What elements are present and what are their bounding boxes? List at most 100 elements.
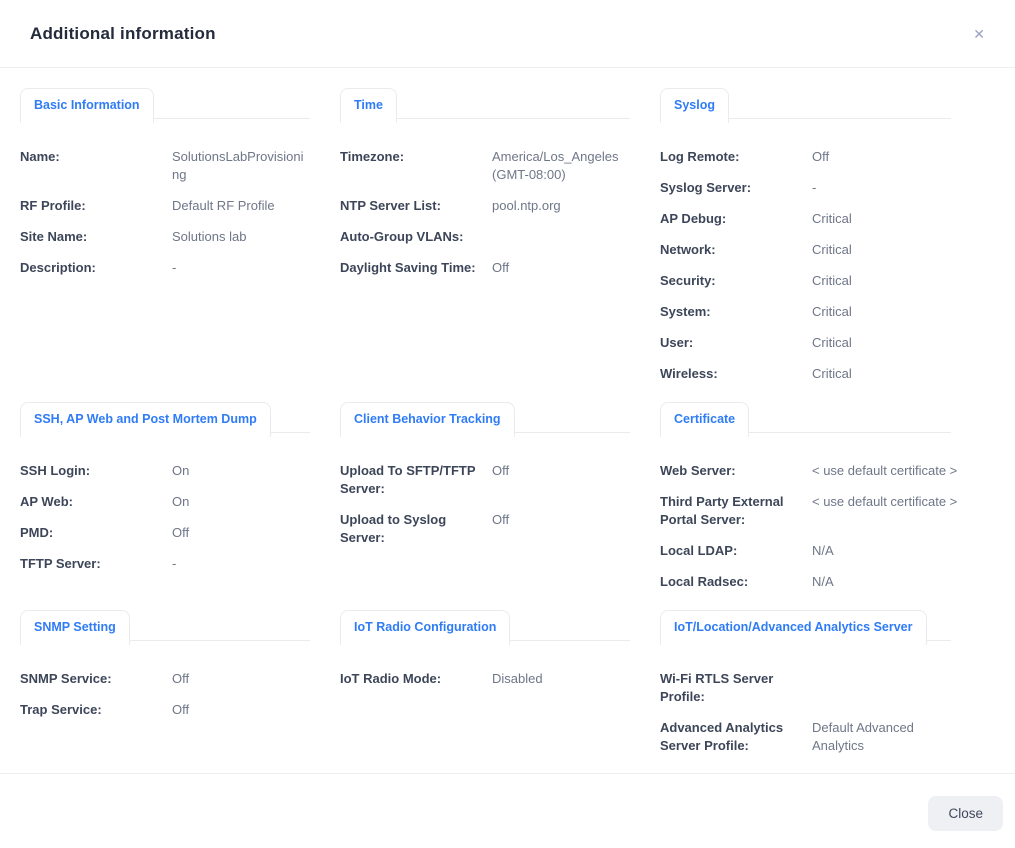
field-value: Critical bbox=[812, 211, 852, 226]
section-tab-row: SSH, AP Web and Post Mortem Dump bbox=[20, 402, 310, 437]
field-label: Third Party External Portal Server: bbox=[660, 494, 784, 527]
field-label: Trap Service: bbox=[20, 702, 102, 717]
field-value: Critical bbox=[812, 304, 852, 319]
field-value: - bbox=[172, 260, 177, 275]
field-label: Web Server: bbox=[660, 463, 736, 478]
field-value: - bbox=[172, 556, 177, 571]
section-tab: Syslog bbox=[660, 88, 729, 123]
section-tab-row: Certificate bbox=[660, 402, 951, 437]
section-basic-information: Basic Information Name: SolutionsLabProvis… bbox=[20, 88, 310, 396]
field-label: Security: bbox=[660, 273, 716, 288]
field-row: TFTP Server: - bbox=[20, 555, 310, 573]
section-tab: IoT/Location/Advanced Analytics Server bbox=[660, 610, 927, 645]
field-label: Syslog Server: bbox=[660, 180, 752, 195]
field-value: pool.ntp.org bbox=[492, 198, 561, 213]
field-row: System: Critical bbox=[660, 303, 951, 321]
section-ssh-ap-web-and-post-mortem-dump: SSH, AP Web and Post Mortem Dump SSH Logi… bbox=[20, 402, 310, 604]
field-label: Daylight Saving Time: bbox=[340, 260, 476, 275]
field-value: Critical bbox=[812, 366, 852, 381]
field-row: AP Web: On bbox=[20, 493, 310, 511]
field-row: SNMP Service: Off bbox=[20, 670, 310, 688]
section-rows: Log Remote: Off Syslog Server: - AP Debug: Cr… bbox=[660, 123, 951, 383]
field-label: AP Web: bbox=[20, 494, 73, 509]
field-row: Local Radsec: N/A bbox=[660, 573, 951, 591]
field-value: Off bbox=[492, 512, 510, 527]
field-label: Advanced Analytics Server Profile: bbox=[660, 720, 784, 753]
field-row: Site Name: Solutions lab bbox=[20, 228, 310, 246]
field-row: Auto-Group VLANs: bbox=[340, 228, 630, 246]
field-label: SNMP Service: bbox=[20, 671, 112, 686]
field-label: TFTP Server: bbox=[20, 556, 101, 571]
section-time: Time Timezone: America/Los_Angeles (GMT-08… bbox=[340, 88, 630, 396]
field-row: Third Party External Portal Server: < use… bbox=[660, 493, 958, 529]
field-label: Upload to Syslog Server: bbox=[340, 512, 447, 545]
modal-header: Additional information ✕ bbox=[0, 0, 1015, 68]
field-label: SSH Login: bbox=[20, 463, 91, 478]
field-value: Default Advanced Analytics bbox=[812, 720, 914, 753]
section-tab-row: Time bbox=[340, 88, 630, 123]
modal-footer: Close bbox=[0, 773, 1015, 848]
section-tab: SNMP Setting bbox=[20, 610, 130, 645]
section-tab: Client Behavior Tracking bbox=[340, 402, 515, 437]
field-label: User: bbox=[660, 335, 694, 350]
close-button[interactable]: Close bbox=[928, 796, 1003, 831]
field-value: Off bbox=[492, 260, 510, 275]
field-value bbox=[812, 670, 951, 706]
field-value: Off bbox=[172, 525, 190, 540]
field-row: Network: Critical bbox=[660, 241, 951, 259]
modal-body: Basic Information Name: SolutionsLabProvis… bbox=[0, 68, 1015, 773]
field-label: NTP Server List: bbox=[340, 198, 441, 213]
field-row: Log Remote: Off bbox=[660, 148, 951, 166]
field-row: User: Critical bbox=[660, 334, 951, 352]
modal-title: Additional information bbox=[30, 23, 216, 43]
field-label: Local LDAP: bbox=[660, 543, 738, 558]
field-label: Log Remote: bbox=[660, 149, 740, 164]
field-value: Critical bbox=[812, 273, 852, 288]
field-row: NTP Server List: pool.ntp.org bbox=[340, 197, 630, 215]
section-tab: Basic Information bbox=[20, 88, 154, 123]
field-value: Off bbox=[172, 702, 190, 717]
field-label: Upload To SFTP/TFTP Server: bbox=[340, 463, 476, 496]
field-label: Auto-Group VLANs: bbox=[340, 229, 464, 244]
field-value: Off bbox=[812, 149, 830, 164]
field-value: N/A bbox=[812, 543, 834, 558]
section-tab-row: IoT Radio Configuration bbox=[340, 610, 630, 645]
section-tab-row: SNMP Setting bbox=[20, 610, 310, 645]
section-rows: Timezone: America/Los_Angeles (GMT-08:00)… bbox=[340, 123, 630, 277]
field-row: PMD: Off bbox=[20, 524, 310, 542]
field-label: AP Debug: bbox=[660, 211, 727, 226]
field-value: < use default certificate > bbox=[812, 463, 958, 478]
close-icon[interactable]: ✕ bbox=[973, 25, 985, 42]
field-value: Critical bbox=[812, 242, 852, 257]
field-label: Site Name: bbox=[20, 229, 88, 244]
field-label: Network: bbox=[660, 242, 716, 257]
section-rows: SSH Login: On AP Web: On PMD: Off TFTP Server:… bbox=[20, 437, 310, 573]
field-value: Off bbox=[172, 671, 190, 686]
field-value: On bbox=[172, 494, 190, 509]
section-client-behavior-tracking: Client Behavior Tracking Upload To SFTP/T… bbox=[340, 402, 630, 604]
section-tab-row: Syslog bbox=[660, 88, 951, 123]
field-value: SolutionsLabProvisioning bbox=[172, 149, 304, 182]
section-rows: IoT Radio Mode: Disabled bbox=[340, 645, 630, 688]
field-value: America/Los_Angeles (GMT-08:00) bbox=[492, 149, 619, 182]
field-value: N/A bbox=[812, 574, 834, 589]
section-tab: IoT Radio Configuration bbox=[340, 610, 511, 645]
section-syslog: Syslog Log Remote: Off Syslog Server: - AP De… bbox=[660, 88, 951, 396]
field-label: PMD: bbox=[20, 525, 54, 540]
field-value: Solutions lab bbox=[172, 229, 247, 244]
section-tab-row: Client Behavior Tracking bbox=[340, 402, 630, 437]
section-tab: Time bbox=[340, 88, 397, 123]
section-rows: Wi-Fi RTLS Server Profile: Advanced Analy… bbox=[660, 645, 951, 755]
section-rows: Web Server: < use default certificate > Th… bbox=[660, 437, 958, 591]
field-row: Daylight Saving Time: Off bbox=[340, 259, 630, 277]
field-label: RF Profile: bbox=[20, 198, 86, 213]
field-row: Security: Critical bbox=[660, 272, 951, 290]
field-value: < use default certificate > bbox=[812, 494, 958, 509]
field-value: Default RF Profile bbox=[172, 198, 275, 213]
field-value: Off bbox=[492, 463, 510, 478]
field-value: Critical bbox=[812, 335, 852, 350]
field-row: Local LDAP: N/A bbox=[660, 542, 951, 560]
section-tab-row: Basic Information bbox=[20, 88, 310, 123]
field-row: Timezone: America/Los_Angeles (GMT-08:00) bbox=[340, 148, 630, 184]
